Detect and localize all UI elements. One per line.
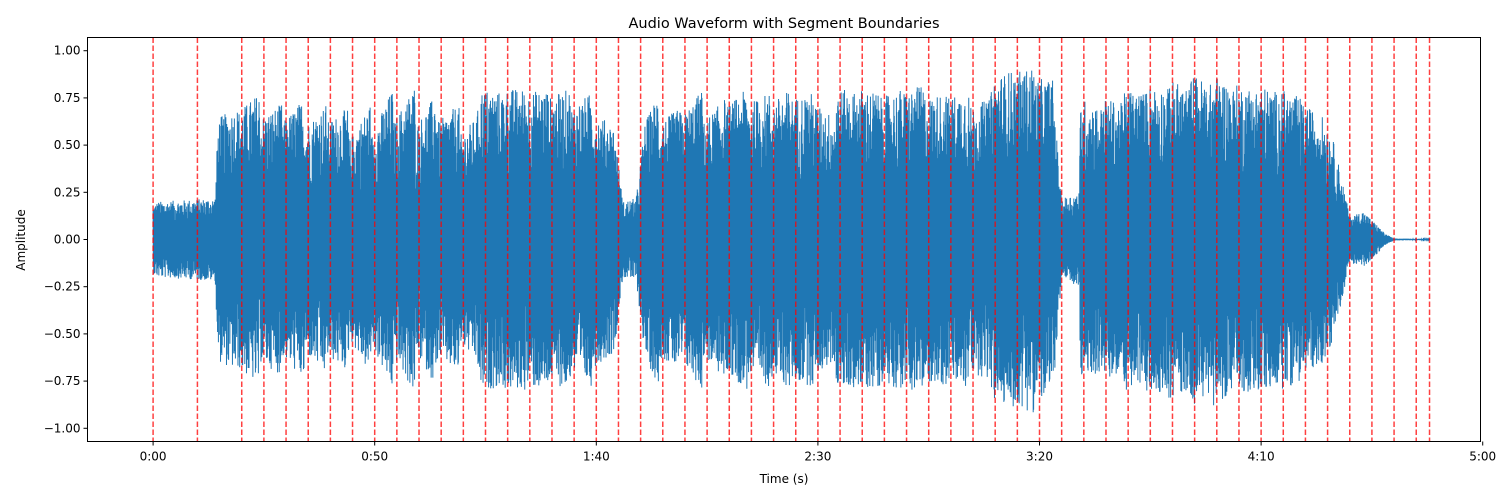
y-tick-label: −0.50: [44, 327, 81, 341]
x-tick-label: 1:40: [583, 450, 610, 464]
y-tick-label: −0.75: [44, 374, 81, 388]
plot-area: [152, 37, 1431, 442]
y-tick-label: 0.00: [54, 233, 81, 247]
x-tick-label: 0:00: [140, 450, 167, 464]
x-tick-label: 3:20: [1026, 450, 1053, 464]
y-tick-label: 0.25: [54, 185, 81, 199]
y-tick-label: −0.25: [44, 280, 81, 294]
y-axis: −1.00 −0.75 −0.50 −0.25 0.00 0.25 0.50 0.75 1.00: [44, 44, 88, 435]
x-axis: 0:00 0:50 1:40 2:30 3:20 4:10 5:00: [140, 441, 1496, 464]
y-axis-title: Amplitude: [14, 209, 28, 271]
chart-title: Audio Waveform with Segment Boundaries: [628, 16, 939, 32]
x-tick-label: 4:10: [1248, 450, 1275, 464]
y-tick-label: 1.00: [54, 44, 81, 58]
x-tick-label: 2:30: [804, 450, 831, 464]
x-axis-title: Time (s): [759, 472, 809, 486]
y-tick-label: 0.50: [54, 138, 81, 152]
y-tick-label: −1.00: [44, 421, 81, 435]
segment-boundaries: [152, 37, 1431, 442]
y-tick-label: 0.75: [54, 91, 81, 105]
x-tick-label: 5:00: [1469, 450, 1496, 464]
x-tick-label: 0:50: [361, 450, 388, 464]
